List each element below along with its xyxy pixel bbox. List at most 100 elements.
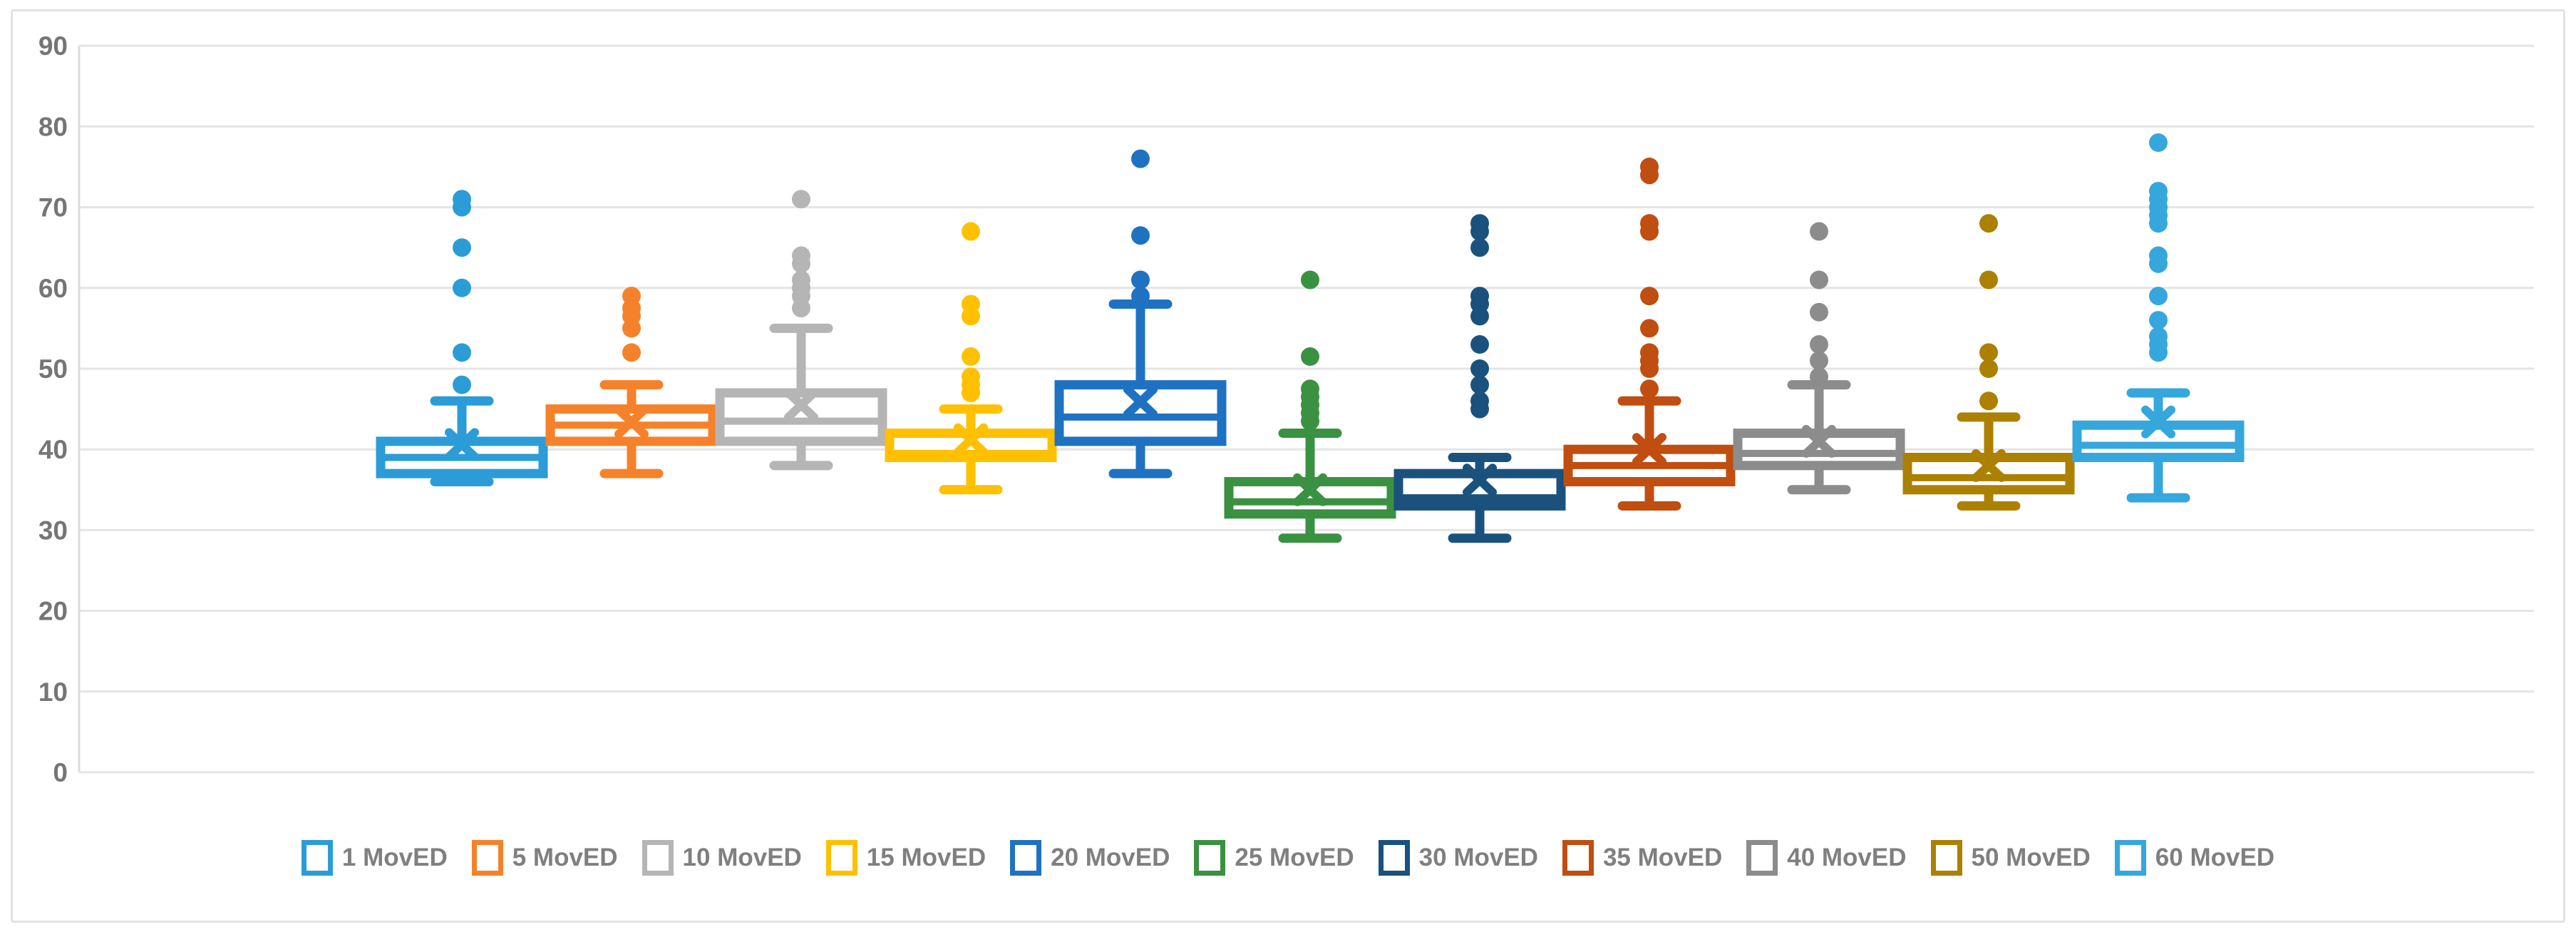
legend-swatch-icon [642,840,674,876]
legend-item-10-moved[interactable]: 10 MovED [642,840,802,876]
outlier-point [1640,343,1659,362]
outlier-point [2149,287,2168,306]
y-tick-label: 30 [38,516,68,545]
outlier-point [792,246,810,265]
box-series-35-moved[interactable] [1563,158,1736,511]
mean-x-marker [1293,473,1327,506]
legend-item-20-moved[interactable]: 20 MovED [1010,840,1170,876]
legend-item-35-moved[interactable]: 35 MovED [1562,840,1722,876]
y-tick-label: 60 [38,274,68,303]
outlier-point [622,287,641,306]
box-series-50-moved[interactable] [1902,214,2075,511]
y-tick-label: 40 [38,435,68,464]
legend-label: 15 MovED [866,844,986,871]
legend-label: 10 MovED [682,844,802,871]
legend-item-1-moved[interactable]: 1 MovED [301,840,448,876]
outlier-point [1810,222,1828,241]
y-tick-label: 90 [38,31,68,61]
outlier-point [792,270,810,290]
outlier-point [1979,214,1998,233]
legend-swatch-icon [1194,840,1226,876]
outlier-point [792,190,810,209]
outlier-point [962,295,980,314]
outlier-point [1979,270,1998,290]
legend: 1 MovED 5 MovED 10 MovED 15 MovED 20 MovED 25… [0,840,2576,876]
outlier-point [1810,367,1828,386]
box-series-40-moved[interactable] [1733,222,1905,495]
legend-swatch-icon [1746,840,1778,876]
legend-label: 1 MovED [341,844,448,871]
outlier-point [1301,379,1319,399]
legend-swatch-icon [1930,840,1962,876]
legend-label: 60 MovED [2155,844,2275,871]
legend-item-60-moved[interactable]: 60 MovED [2114,840,2275,876]
mean-x-marker [1123,385,1158,419]
legend-item-30-moved[interactable]: 30 MovED [1378,840,1538,876]
y-tick-label: 10 [38,677,68,707]
legend-label: 20 MovED [1051,844,1170,871]
outlier-point [453,375,471,394]
outlier-point [962,367,980,386]
legend-swatch-icon [1562,840,1594,876]
legend-item-15-moved[interactable]: 15 MovED [825,840,986,876]
box-series-20-moved[interactable] [1054,149,1227,478]
outlier-point [2149,311,2168,330]
box-series-1-moved[interactable] [376,190,548,486]
iqr-box [1054,380,1227,446]
mean-x-marker [954,423,988,456]
outlier-point [1131,226,1150,245]
outlier-point [2149,133,2168,153]
outlier-point [1131,287,1150,306]
y-tick-label: 80 [38,112,68,141]
outlier-point [1810,351,1828,370]
box-series-10-moved[interactable] [715,190,887,471]
y-tick-label: 50 [38,354,68,384]
outlier-point [1640,214,1659,233]
outlier-point [1131,149,1150,168]
box-series-30-moved[interactable] [1393,214,1566,543]
mean-x-marker [445,428,479,461]
box-series-5-moved[interactable] [545,287,718,478]
box-series-60-moved[interactable] [2072,133,2245,503]
outlier-point [1470,375,1489,394]
legend-item-5-moved[interactable]: 5 MovED [471,840,618,876]
legend-swatch-icon [471,840,503,876]
mean-x-marker [784,388,818,421]
mean-x-marker [1972,449,2006,482]
mean-x-marker [614,405,649,439]
outlier-point [1979,343,1998,362]
y-tick-label: 20 [38,597,68,626]
outlier-point [1301,347,1319,367]
legend-label: 5 MovED [512,844,618,871]
outlier-point [1810,302,1828,322]
outlier-point [2149,181,2168,200]
outlier-point [1301,270,1319,290]
outlier-point [1131,270,1150,290]
box-series-25-moved[interactable] [1224,270,1396,543]
legend-swatch-icon [2114,840,2146,876]
legend-label: 50 MovED [1971,844,2091,871]
outlier-point [2149,327,2168,346]
legend-label: 25 MovED [1235,844,1354,871]
legend-item-50-moved[interactable]: 50 MovED [1930,840,2091,876]
outlier-point [1640,158,1659,176]
mean-x-marker [2141,405,2175,439]
outlier-point [1640,319,1659,338]
outlier-point [453,343,471,362]
mean-x-marker [1463,464,1497,497]
legend-item-25-moved[interactable]: 25 MovED [1194,840,1354,876]
legend-label: 40 MovED [1787,844,1907,871]
outlier-point [1470,335,1489,354]
legend-item-40-moved[interactable]: 40 MovED [1746,840,1907,876]
box-series-15-moved[interactable] [885,222,1057,495]
legend-swatch-icon [825,840,857,876]
outlier-point [2149,246,2168,265]
y-tick-label: 0 [53,758,68,787]
legend-label: 35 MovED [1602,844,1723,871]
outlier-point [1470,287,1489,306]
outlier-point [453,238,471,257]
outlier-point [1470,238,1489,257]
outlier-point [1470,391,1489,411]
